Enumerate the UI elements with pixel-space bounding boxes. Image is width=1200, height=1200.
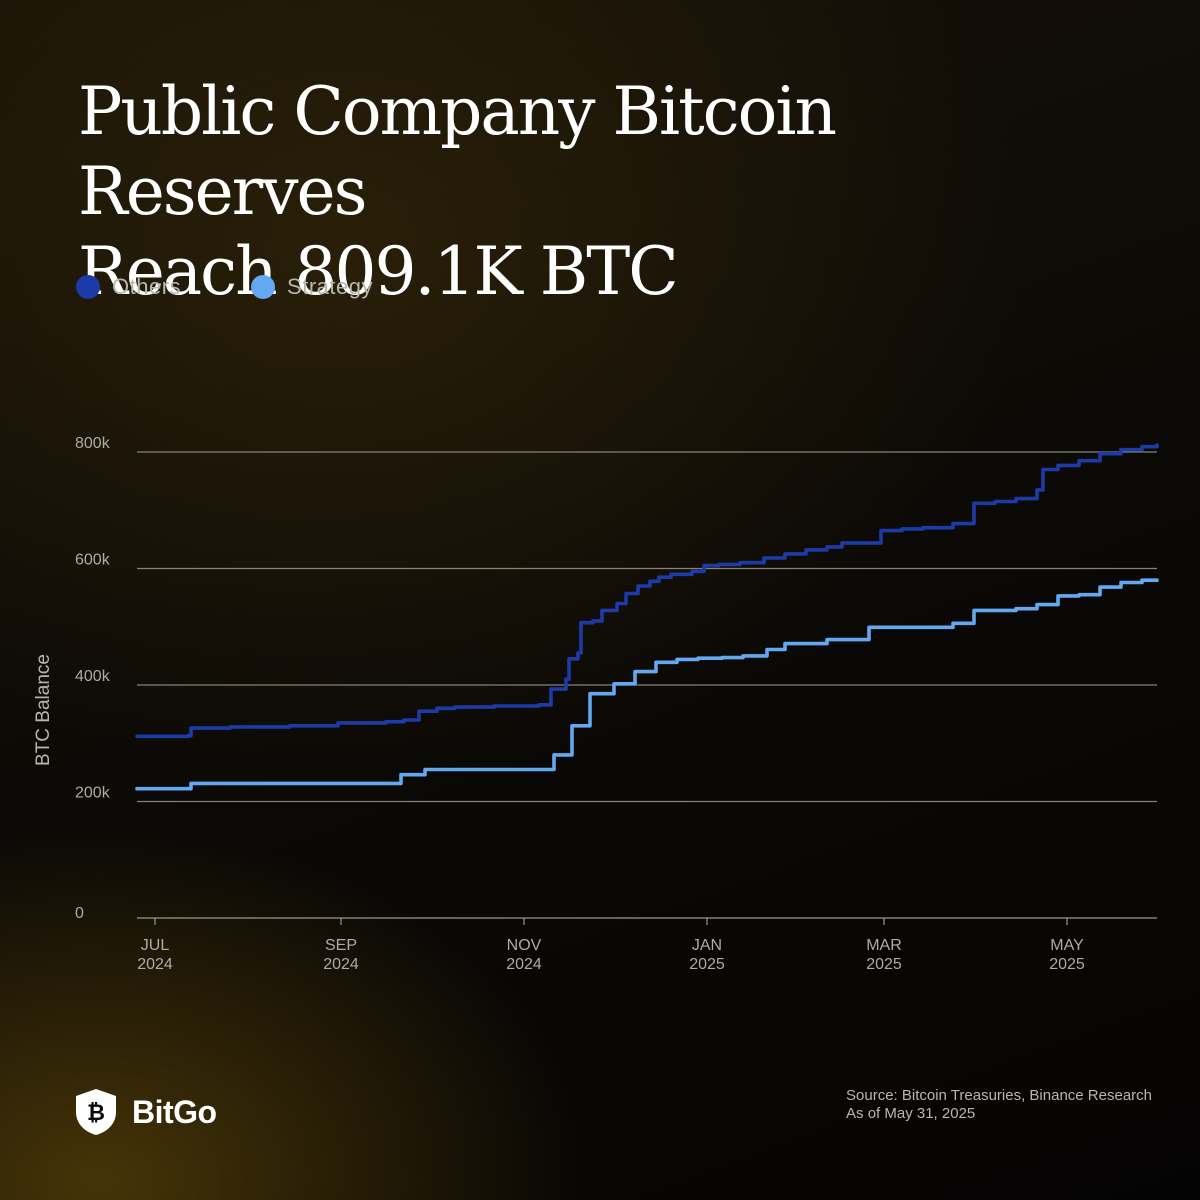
x-axis: JUL 2024 SEP 2024 NOV 2024 JAN 2025 MAR 2025 MAY 20…: [137, 917, 1157, 973]
source-note: Source: Bitcoin Treasuries, Binance Rese…: [846, 1087, 1152, 1123]
legend-swatch-strategy: [251, 275, 276, 299]
x-tick-month-nov-2024: NOV: [507, 937, 542, 954]
x-tick-month-jan-2025: JAN: [692, 937, 722, 954]
x-tick-year-jul-2024: 2024: [137, 956, 173, 973]
legend-label-others: Others: [112, 274, 182, 299]
x-tick-year-may-2025: 2025: [1049, 956, 1085, 973]
legend-swatch-others: [76, 275, 100, 299]
chart-title: Public Company Bitcoin Reserves Reach 80…: [78, 72, 1138, 312]
x-tick-year-jan-2025: 2025: [689, 956, 725, 973]
brand: ₿ BitGo: [74, 1088, 217, 1136]
x-tick-year-mar-2025: 2025: [866, 956, 902, 973]
y-tick-label-200k: 200k: [75, 785, 111, 802]
x-tick-year-sep-2024: 2024: [323, 956, 359, 973]
source-line: Source: Bitcoin Treasuries, Binance Rese…: [846, 1087, 1152, 1104]
x-tick-month-mar-2025: MAR: [866, 937, 902, 954]
y-tick-label-600k: 600k: [75, 552, 111, 569]
x-tick-month-jul-2024: JUL: [141, 937, 170, 954]
y-tick-label-0: 0: [75, 905, 84, 922]
x-tick-month-sep-2024: SEP: [325, 937, 357, 954]
x-tick-month-may-2025: MAY: [1050, 937, 1084, 954]
legend-item-strategy: Strategy: [251, 274, 373, 300]
legend: Others Strategy: [76, 274, 373, 300]
x-tick-year-nov-2024: 2024: [506, 956, 542, 973]
chart-title-line-1: Public Company Bitcoin Reserves: [78, 73, 837, 230]
y-tick-label-800k: 800k: [75, 435, 111, 452]
legend-item-others: Others: [76, 274, 181, 300]
svg-text:₿: ₿: [87, 1101, 105, 1126]
brand-name: BitGo: [132, 1093, 217, 1130]
chart-title-line-2: Reach 809.1K BTC: [78, 233, 679, 310]
y-tick-label-400k: 400k: [75, 668, 111, 685]
shield-bitcoin-icon: ₿: [76, 1089, 116, 1135]
grid-layer: 0 200k 400k 600k 800k: [75, 435, 1157, 922]
series-line-others: [135, 443, 1159, 739]
series-line-strategy: [135, 578, 1159, 791]
series-layer: [135, 443, 1159, 791]
as-of-date: As of May 31, 2025: [846, 1105, 976, 1122]
legend-label-strategy: Strategy: [287, 274, 373, 299]
